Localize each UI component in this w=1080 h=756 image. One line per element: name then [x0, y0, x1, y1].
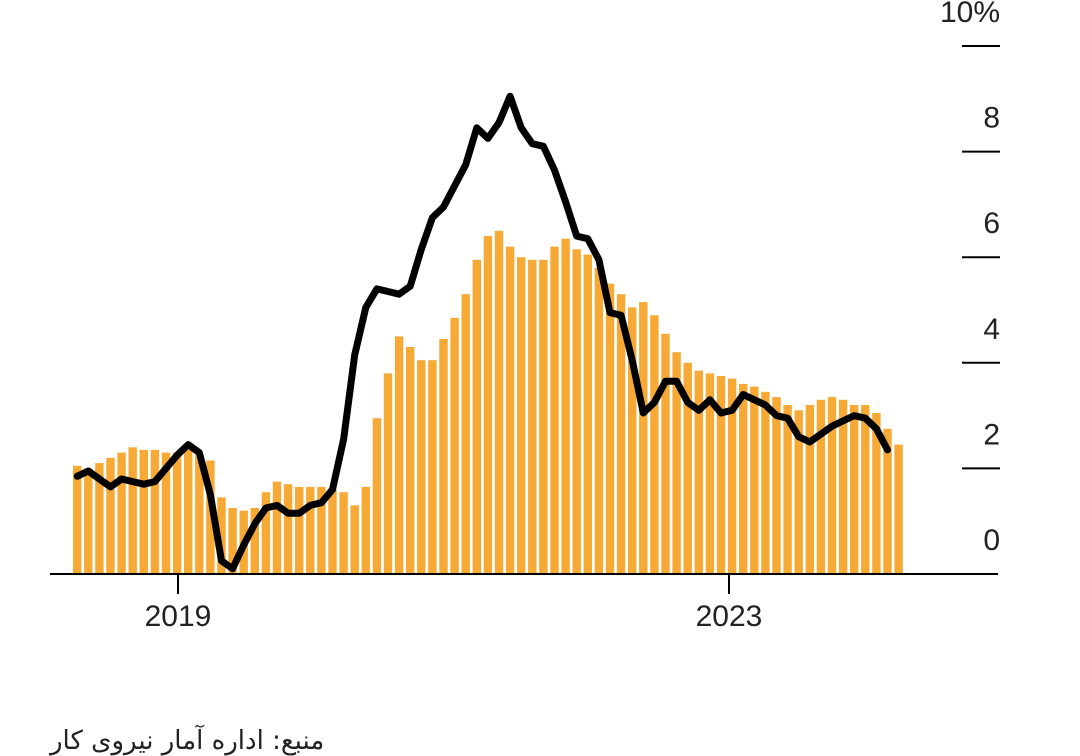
bar: [184, 449, 193, 574]
bar: [172, 452, 182, 574]
bar: [350, 505, 359, 574]
bar: [761, 391, 770, 574]
bar: [139, 449, 148, 574]
bar: [672, 352, 681, 574]
bar: [439, 339, 448, 574]
bar: [505, 246, 515, 574]
bar-series: [73, 230, 903, 575]
bar: [383, 373, 393, 574]
line-series: [73, 92, 891, 573]
bar: [217, 497, 226, 574]
source-note: منبع: اداره آمار نیروی کار: [50, 726, 325, 756]
bar: [161, 452, 171, 574]
bar: [84, 468, 93, 574]
bar: [106, 457, 115, 574]
bar: [705, 373, 715, 574]
y-tick-label: 2: [983, 418, 1000, 451]
bar: [295, 486, 304, 574]
bar: [228, 508, 237, 574]
bar: [317, 486, 326, 574]
bar: [794, 410, 803, 574]
bar: [716, 376, 726, 574]
bar: [739, 383, 748, 574]
bar: [561, 238, 570, 574]
bar: [605, 283, 615, 574]
bar: [272, 481, 282, 574]
bar: [894, 444, 903, 574]
y-tick-label: 4: [983, 313, 1000, 346]
bar: [483, 236, 493, 574]
y-axis: 0 2 4 6 8 10%: [940, 0, 1000, 557]
bar: [73, 465, 82, 574]
bar: [150, 449, 160, 574]
bar: [406, 347, 415, 574]
bar: [639, 302, 648, 574]
bar: [339, 492, 348, 574]
y-tick-label: 10%: [940, 0, 1000, 29]
bar: [472, 259, 481, 574]
bar: [117, 452, 126, 574]
bar: [683, 362, 692, 574]
bar: [816, 399, 826, 574]
bar: [450, 317, 459, 574]
bar: [372, 418, 382, 574]
bar: [861, 405, 870, 574]
x-tick-label: 2019: [145, 600, 212, 633]
bar: [128, 447, 137, 574]
bar: [628, 307, 637, 574]
bar: [872, 413, 881, 574]
bar: [261, 492, 271, 574]
bar: [694, 370, 703, 574]
bar: [883, 428, 892, 574]
bar: [517, 257, 526, 574]
bar: [394, 336, 404, 574]
bar: [528, 259, 537, 574]
bar: [361, 486, 370, 574]
bar: [95, 463, 104, 574]
bar: [306, 486, 315, 574]
bar: [650, 315, 659, 574]
y-tick-label: 6: [983, 207, 1000, 240]
bar: [206, 460, 215, 574]
bar: [805, 405, 814, 574]
x-axis: 2019 2023: [145, 574, 763, 633]
bar: [838, 399, 848, 574]
x-tick-label: 2023: [696, 600, 763, 633]
bar: [850, 405, 859, 574]
bar: [661, 333, 670, 574]
bar: [827, 397, 837, 574]
bar: [750, 386, 759, 574]
bar: [283, 484, 293, 574]
bar: [195, 455, 204, 574]
bar: [494, 230, 504, 575]
bar: [572, 249, 581, 575]
y-tick-label: 8: [983, 102, 1000, 135]
bar: [727, 378, 737, 574]
bar: [594, 267, 604, 574]
bar: [461, 294, 470, 574]
bar: [772, 397, 781, 574]
bar: [328, 489, 337, 574]
bar: [428, 360, 437, 574]
bar: [250, 508, 259, 574]
bar: [550, 246, 559, 574]
bar: [417, 360, 426, 574]
bar: [583, 254, 592, 574]
bar: [783, 405, 792, 574]
y-tick-label: 0: [983, 524, 1000, 557]
bar: [539, 259, 548, 574]
bar: [616, 294, 626, 574]
